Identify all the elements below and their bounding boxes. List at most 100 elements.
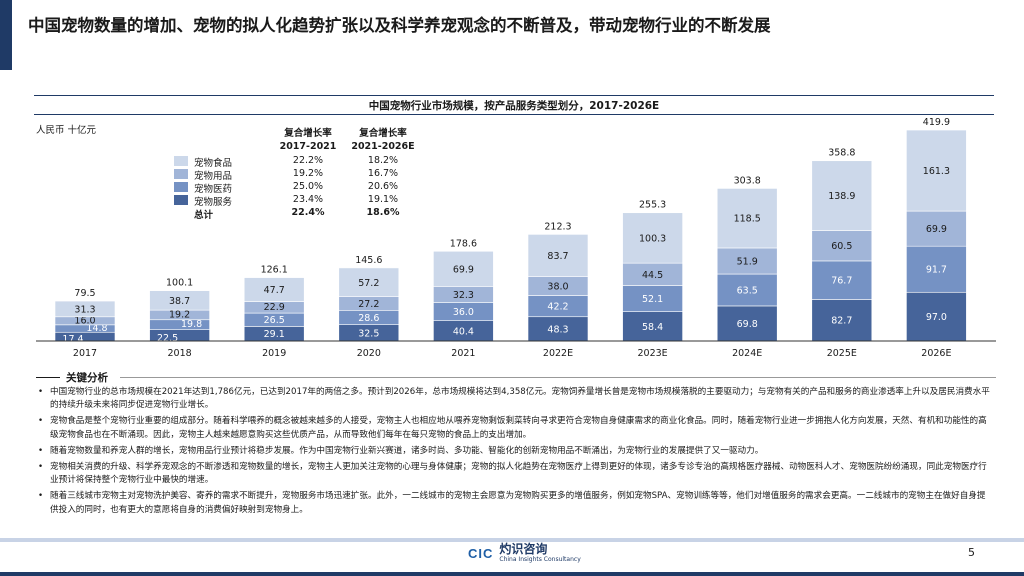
analysis-bullet: 随着三线城市宠物主对宠物洗护美容、寄养的需求不断提升，宠物服务市场迅速扩张。此外… <box>36 490 991 516</box>
bar-total-label: 145.6 <box>355 255 382 266</box>
legend-total-cagr-2017-2021: 22.4% <box>291 207 325 218</box>
bar-value-label: 60.5 <box>831 241 852 252</box>
bar-total-label: 255.3 <box>639 200 666 211</box>
bar-total-label: 178.6 <box>450 238 477 249</box>
legend-row: 宠物服务 23.4% 19.1% <box>170 194 470 208</box>
bar-value-label: 32.5 <box>358 328 379 339</box>
bar-value-label: 83.7 <box>547 251 568 262</box>
analysis-dash <box>36 376 60 379</box>
bar-value-label: 40.4 <box>453 326 474 337</box>
logo-english-name: China Insights Consultancy <box>499 556 581 563</box>
x-tick-label: 2020 <box>357 348 381 359</box>
bar-value-label: 19.2 <box>169 309 190 320</box>
bar-segment <box>622 285 683 312</box>
x-tick-label: 2025E <box>827 348 857 359</box>
bar-segment <box>811 160 873 231</box>
legend-swatch <box>174 182 188 192</box>
bar-value-label: 19.8 <box>181 319 202 330</box>
legend-label: 宠物医药 <box>194 184 233 195</box>
analysis-bullets: 中国宠物行业的总市场规模在2021年达到1,786亿元，已达到2017年的两倍之… <box>36 386 991 520</box>
analysis-bullet: 宠物相关消费的升级、科学养宠观念的不断渗透和宠物数量的增长，宠物主人更加关注宠物… <box>36 461 991 487</box>
legend-total-cagr-2021-2026: 18.6% <box>366 207 400 218</box>
bar-total-label: 358.8 <box>828 148 855 159</box>
bar-value-label: 31.3 <box>74 304 95 315</box>
bar-segment <box>906 245 967 293</box>
legend-cagr-2017-2021: 19.2% <box>292 168 324 179</box>
bar-total-label: 212.3 <box>544 221 571 232</box>
analysis-divider <box>120 377 996 378</box>
legend-cagr-2021-2026: 16.7% <box>367 168 399 179</box>
bar-value-label: 22.5 <box>157 333 178 344</box>
footer-light-bar <box>0 538 1024 542</box>
bar-value-label: 14.8 <box>86 323 107 334</box>
bar-value-label: 58.4 <box>642 322 663 333</box>
logo-chinese-name: 灼识咨询 <box>499 542 548 556</box>
legend-label: 宠物用品 <box>194 171 233 182</box>
bar-segment <box>622 311 683 342</box>
x-tick-label: 2023E <box>638 348 668 359</box>
bar-value-label: 26.5 <box>264 315 285 326</box>
bar-value-label: 29.1 <box>264 329 285 340</box>
bar-value-label: 69.9 <box>926 224 947 235</box>
x-tick-label: 2022E <box>543 348 573 359</box>
page-title: 中国宠物数量的增加、宠物的拟人化趋势扩张以及科学养宠观念的不断普及，带动宠物行业… <box>28 16 771 35</box>
bar-total-label: 100.1 <box>166 278 193 289</box>
legend-row: 宠物医药 25.0% 20.6% <box>170 181 470 195</box>
analysis-bullet: 中国宠物行业的总市场规模在2021年达到1,786亿元，已达到2017年的两倍之… <box>36 386 991 412</box>
legend-swatch <box>174 169 188 179</box>
bar-value-label: 47.7 <box>264 285 285 296</box>
legend-row: 宠物食品 22.2% 18.2% <box>170 155 470 169</box>
legend-row: 宠物用品 19.2% 16.7% <box>170 168 470 182</box>
bar-segment <box>716 273 778 307</box>
x-tick-label: 2017 <box>73 348 97 359</box>
bar-value-label: 22.9 <box>264 302 285 313</box>
legend-cagr-2017-2021: 22.2% <box>292 155 324 166</box>
bar-value-label: 44.5 <box>642 270 663 281</box>
bar-value-label: 48.3 <box>547 324 568 335</box>
analysis-heading: 关键分析 <box>36 370 108 385</box>
bar-total-label: 419.9 <box>923 117 950 128</box>
bar-value-label: 63.5 <box>737 285 758 296</box>
x-tick-label: 2018 <box>168 348 192 359</box>
legend-cagr-2021-2026: 19.1% <box>367 194 399 205</box>
bar-value-label: 36.0 <box>453 307 474 318</box>
x-tick-label: 2026E <box>921 348 951 359</box>
page-number: 5 <box>968 546 975 559</box>
cagr-header-2021-2026: 复合增长率 2021-2026E <box>338 127 428 153</box>
bar-value-label: 76.7 <box>831 276 852 287</box>
analysis-heading-text: 关键分析 <box>66 372 108 384</box>
bar-value-label: 118.5 <box>734 214 761 225</box>
bar-value-label: 38.7 <box>169 296 190 307</box>
bar-value-label: 17.4 <box>62 334 83 345</box>
bar-segment <box>716 188 778 249</box>
cagr-header-2021-2026-text: 复合增长率 2021-2026E <box>351 128 415 152</box>
bar-value-label: 82.7 <box>831 316 852 327</box>
bar-value-label: 69.8 <box>737 319 758 330</box>
legend-cagr-2017-2021: 23.4% <box>292 194 324 205</box>
bar-segment <box>906 129 967 212</box>
bar-segment <box>527 234 589 277</box>
bar-value-label: 100.3 <box>639 233 666 244</box>
bar-value-label: 32.3 <box>453 290 474 301</box>
x-tick-label: 2021 <box>451 348 475 359</box>
company-logo: CIC 灼识咨询 China Insights Consultancy <box>468 542 581 564</box>
bar-total-label: 79.5 <box>74 288 95 299</box>
x-tick-label: 2019 <box>262 348 286 359</box>
bar-segment <box>338 267 400 297</box>
bar-value-label: 91.7 <box>926 265 947 276</box>
footer-dark-bar <box>0 572 1024 576</box>
logo-mark: CIC <box>468 545 494 561</box>
cagr-header-2017-2021: 复合增长率 2017-2021 <box>263 127 353 153</box>
bar-total-label: 303.8 <box>734 175 761 186</box>
bar-value-label: 161.3 <box>923 166 950 177</box>
legend-cagr-2021-2026: 20.6% <box>367 181 399 192</box>
bar-segment <box>433 250 494 287</box>
bar-segment <box>811 230 873 262</box>
bar-segment <box>622 212 683 264</box>
bar-segment <box>149 290 210 311</box>
legend-swatch <box>174 195 188 205</box>
bar-value-label: 27.2 <box>358 299 379 310</box>
chart-unit-label: 人民币 十亿元 <box>36 125 97 136</box>
legend-total-row: 总计 22.4% 18.6% <box>170 207 470 221</box>
bar-segment <box>54 300 116 318</box>
